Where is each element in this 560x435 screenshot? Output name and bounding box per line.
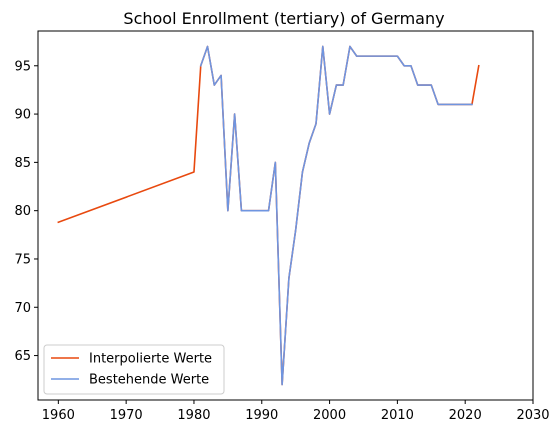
y-tick-label: 95 [14,59,31,74]
y-tick-label: 70 [14,301,31,316]
x-tick-label: 2000 [313,408,346,423]
chart-title: School Enrollment (tertiary) of Germany [123,9,444,28]
x-tick-label: 2030 [516,408,549,423]
y-axis: 65 70 75 80 85 90 95 [14,59,38,364]
x-tick-label: 1960 [42,408,75,423]
y-tick-label: 80 [14,204,31,219]
x-tick-label: 2010 [381,408,414,423]
x-tick-label: 1980 [177,408,210,423]
legend: Interpolierte Werte Bestehende Werte [43,344,225,395]
x-axis: 1960 1970 1980 1990 2000 2010 2020 2030 [42,400,550,423]
y-tick-label: 75 [14,252,31,267]
legend-label-1: Interpolierte Werte [89,352,212,367]
y-tick-label: 90 [14,108,31,123]
series-line-2 [199,45,473,386]
y-tick-label: 85 [14,156,31,171]
legend-label-2: Bestehende Werte [89,373,209,388]
x-tick-label: 1990 [245,408,278,423]
x-tick-label: 1970 [110,408,143,423]
y-tick-label: 65 [14,349,31,364]
series-layer [57,45,480,386]
legend-box [43,344,225,395]
x-tick-label: 2020 [449,408,482,423]
